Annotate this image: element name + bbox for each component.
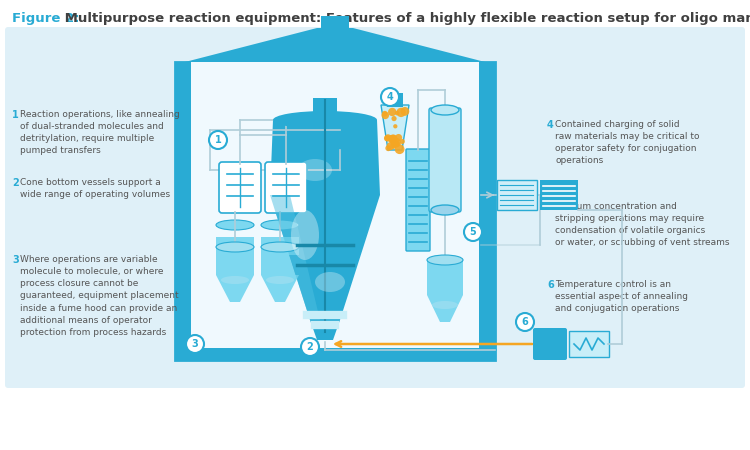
Circle shape (390, 135, 398, 142)
Circle shape (388, 135, 395, 142)
Ellipse shape (315, 272, 345, 292)
Ellipse shape (273, 111, 377, 129)
Text: 3: 3 (12, 255, 19, 265)
Circle shape (464, 223, 482, 241)
Circle shape (392, 116, 397, 121)
Ellipse shape (431, 105, 459, 115)
Circle shape (516, 313, 534, 331)
Circle shape (394, 141, 400, 146)
Polygon shape (381, 105, 409, 150)
Circle shape (386, 145, 392, 151)
Circle shape (395, 111, 400, 115)
Text: Temperature control is an
essential aspect of annealing
and conjugation operatio: Temperature control is an essential aspe… (555, 280, 688, 313)
Circle shape (390, 142, 398, 148)
FancyBboxPatch shape (533, 328, 567, 360)
Polygon shape (185, 28, 485, 62)
FancyBboxPatch shape (175, 62, 495, 360)
Circle shape (388, 108, 397, 116)
Circle shape (394, 144, 404, 154)
Polygon shape (270, 195, 320, 320)
Circle shape (382, 111, 388, 117)
Circle shape (400, 107, 410, 116)
FancyBboxPatch shape (265, 162, 307, 213)
Circle shape (382, 112, 389, 119)
Text: 4: 4 (387, 92, 393, 102)
Ellipse shape (431, 205, 459, 215)
FancyBboxPatch shape (219, 162, 261, 213)
Text: Vacuum concentration and
stripping operations may require
condensation of volati: Vacuum concentration and stripping opera… (555, 202, 730, 248)
Text: 2: 2 (307, 342, 314, 352)
Circle shape (385, 134, 392, 141)
Circle shape (393, 124, 398, 128)
Ellipse shape (427, 255, 463, 265)
FancyBboxPatch shape (313, 98, 337, 120)
FancyBboxPatch shape (261, 237, 299, 275)
Circle shape (209, 131, 227, 149)
Ellipse shape (291, 210, 319, 260)
FancyBboxPatch shape (216, 237, 254, 275)
FancyBboxPatch shape (429, 108, 461, 212)
Polygon shape (261, 237, 299, 255)
Polygon shape (270, 195, 380, 320)
Text: Where operations are variable
molecule to molecule, or where
process closure can: Where operations are variable molecule t… (20, 255, 178, 337)
Polygon shape (310, 320, 340, 340)
FancyBboxPatch shape (387, 93, 403, 107)
Circle shape (391, 138, 401, 148)
Ellipse shape (261, 242, 299, 252)
Ellipse shape (261, 220, 299, 230)
Ellipse shape (432, 301, 458, 309)
Text: 3: 3 (192, 339, 198, 349)
Text: Figure 2:: Figure 2: (12, 12, 80, 25)
Ellipse shape (266, 276, 294, 284)
FancyBboxPatch shape (406, 149, 430, 251)
Circle shape (388, 135, 397, 144)
Text: Reaction operations, like annealing
of dual-stranded molecules and
detritylation: Reaction operations, like annealing of d… (20, 110, 180, 155)
FancyBboxPatch shape (175, 348, 495, 360)
Circle shape (301, 338, 319, 356)
FancyBboxPatch shape (427, 260, 463, 295)
Ellipse shape (298, 159, 332, 181)
Circle shape (387, 142, 394, 150)
Ellipse shape (221, 276, 249, 284)
FancyBboxPatch shape (479, 62, 495, 360)
Text: 6: 6 (522, 317, 528, 327)
Polygon shape (270, 120, 380, 195)
FancyBboxPatch shape (569, 331, 609, 357)
Text: 2: 2 (12, 178, 19, 188)
Text: 1: 1 (214, 135, 221, 145)
Circle shape (381, 88, 399, 106)
FancyBboxPatch shape (175, 62, 191, 360)
Circle shape (395, 141, 400, 145)
Circle shape (384, 135, 390, 141)
Text: 5: 5 (547, 202, 554, 212)
Circle shape (395, 134, 402, 141)
Text: Contained charging of solid
raw materials may be critical to
operator safety for: Contained charging of solid raw material… (555, 120, 700, 166)
Polygon shape (261, 275, 299, 302)
Polygon shape (216, 237, 254, 255)
Circle shape (186, 335, 204, 353)
FancyBboxPatch shape (321, 16, 349, 30)
Text: Cone bottom vessels support a
wide range of operating volumes: Cone bottom vessels support a wide range… (20, 178, 170, 199)
FancyBboxPatch shape (5, 27, 745, 388)
Polygon shape (427, 295, 463, 322)
Text: Multipurpose reaction equipment: Features of a highly flexible reaction setup fo: Multipurpose reaction equipment: Feature… (60, 12, 750, 25)
Text: 1: 1 (12, 110, 19, 120)
Text: 5: 5 (470, 227, 476, 237)
Polygon shape (216, 275, 254, 302)
Ellipse shape (216, 242, 254, 252)
FancyBboxPatch shape (177, 62, 493, 358)
Circle shape (400, 139, 405, 144)
FancyBboxPatch shape (540, 180, 578, 210)
Text: 6: 6 (547, 280, 554, 290)
Ellipse shape (216, 220, 254, 230)
Circle shape (396, 108, 406, 117)
FancyBboxPatch shape (497, 180, 537, 210)
Text: 4: 4 (547, 120, 554, 130)
